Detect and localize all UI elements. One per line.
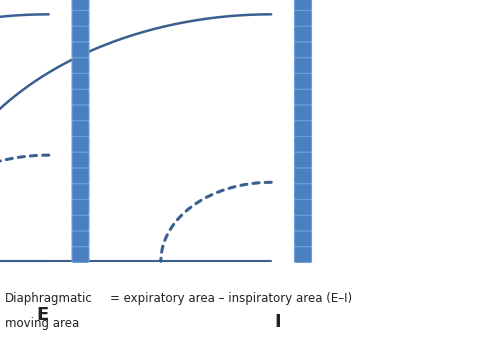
FancyBboxPatch shape: [294, 199, 312, 215]
FancyBboxPatch shape: [72, 152, 89, 168]
FancyBboxPatch shape: [294, 42, 312, 58]
FancyBboxPatch shape: [72, 73, 89, 89]
FancyBboxPatch shape: [294, 10, 312, 26]
FancyBboxPatch shape: [72, 215, 89, 231]
FancyBboxPatch shape: [294, 105, 312, 121]
FancyBboxPatch shape: [294, 168, 312, 184]
FancyBboxPatch shape: [294, 26, 312, 42]
FancyBboxPatch shape: [72, 199, 89, 215]
FancyBboxPatch shape: [72, 89, 89, 105]
FancyBboxPatch shape: [294, 136, 312, 152]
FancyBboxPatch shape: [72, 121, 89, 136]
Text: moving area: moving area: [5, 317, 79, 330]
FancyBboxPatch shape: [72, 247, 89, 262]
FancyBboxPatch shape: [294, 231, 312, 247]
FancyBboxPatch shape: [294, 89, 312, 105]
FancyBboxPatch shape: [72, 231, 89, 247]
Text: I: I: [274, 313, 281, 331]
FancyBboxPatch shape: [72, 0, 89, 10]
FancyBboxPatch shape: [72, 105, 89, 121]
Text: E: E: [36, 306, 48, 324]
FancyBboxPatch shape: [294, 184, 312, 199]
FancyBboxPatch shape: [294, 58, 312, 73]
FancyBboxPatch shape: [72, 10, 89, 26]
FancyBboxPatch shape: [294, 0, 312, 10]
FancyBboxPatch shape: [72, 184, 89, 199]
FancyBboxPatch shape: [294, 121, 312, 136]
Text: Diaphragmatic: Diaphragmatic: [5, 292, 93, 305]
FancyBboxPatch shape: [294, 73, 312, 89]
FancyBboxPatch shape: [72, 42, 89, 58]
Text: = expiratory area – inspiratory area (E–I): = expiratory area – inspiratory area (E–…: [110, 292, 352, 305]
FancyBboxPatch shape: [294, 152, 312, 168]
FancyBboxPatch shape: [72, 26, 89, 42]
FancyBboxPatch shape: [294, 215, 312, 231]
FancyBboxPatch shape: [72, 168, 89, 184]
FancyBboxPatch shape: [294, 247, 312, 262]
FancyBboxPatch shape: [72, 136, 89, 152]
FancyBboxPatch shape: [72, 58, 89, 73]
